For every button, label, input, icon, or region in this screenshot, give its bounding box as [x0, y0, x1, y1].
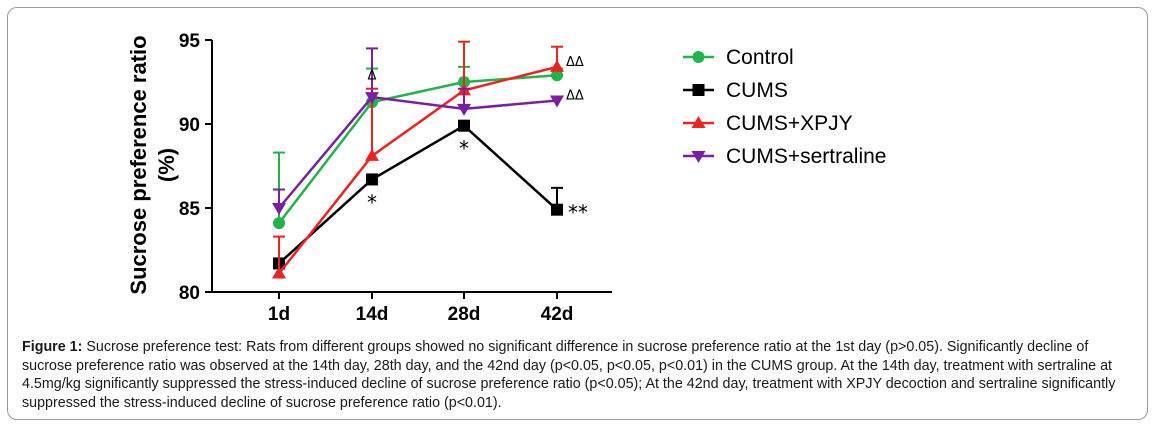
line-chart: Sucrose preference ratio (%) 80 85 90 95 1d 1…	[126, 31, 886, 325]
data-point	[551, 69, 563, 82]
y-tick-label: 90	[179, 115, 200, 136]
data-point	[273, 217, 285, 230]
x-tick-label: 1d	[268, 304, 290, 325]
series-cums-sertraline	[272, 47, 564, 215]
x-tick-label: 28d	[448, 304, 481, 325]
x-tick-label: 14d	[356, 304, 389, 325]
legend-item: Control	[683, 46, 794, 69]
series-layer	[272, 40, 564, 279]
y-axis-unit: (%)	[154, 148, 179, 182]
y-tick-label: 80	[179, 283, 200, 304]
significance-mark: *	[459, 137, 469, 161]
data-point	[550, 59, 564, 72]
legend-label: CUMS	[726, 79, 788, 102]
series-control	[273, 65, 563, 230]
y-tick-label: 95	[179, 31, 201, 52]
legend-marker	[692, 51, 705, 63]
data-point	[551, 203, 563, 216]
series-line	[278, 95, 558, 209]
legend-marker	[691, 151, 706, 163]
figure-caption: Figure 1: Sucrose preference test: Rats …	[22, 338, 1140, 412]
figure-frame	[7, 7, 1148, 420]
series-cums-xpjy	[272, 40, 564, 279]
significance-mark: **	[568, 201, 588, 225]
data-point	[458, 119, 470, 132]
significance-mark: ΔΔ	[566, 55, 584, 70]
x-tick-label: 42d	[541, 304, 574, 325]
series-line	[278, 74, 558, 224]
y-tick-label: 85	[179, 199, 201, 220]
legend-marker	[691, 116, 706, 128]
legend-label: CUMS+XPJY	[726, 112, 853, 135]
significance-mark: *	[367, 190, 377, 214]
series-line	[278, 65, 558, 275]
y-axis-label-group: Sucrose preference ratio (%)	[126, 35, 179, 294]
data-point	[272, 203, 286, 215]
series-line	[278, 124, 558, 265]
legend: Control CUMS CUMS+XPJY CUMS+sertraline	[683, 46, 886, 168]
legend-item: CUMS+XPJY	[683, 112, 853, 135]
data-point	[272, 266, 286, 279]
data-point	[366, 173, 378, 186]
axes: 80 85 90 95 1d 14d 28d 42d	[179, 31, 612, 325]
legend-marker	[692, 84, 705, 96]
data-point	[457, 103, 471, 116]
data-point	[365, 92, 379, 105]
series-cums	[273, 119, 563, 270]
legend-item: CUMS+sertraline	[683, 145, 886, 168]
legend-item: CUMS	[683, 79, 788, 102]
y-axis-label: Sucrose preference ratio	[126, 35, 151, 294]
data-point	[365, 148, 379, 161]
significance-mark: Δ	[368, 68, 377, 83]
data-point	[550, 95, 564, 108]
legend-label: CUMS+sertraline	[726, 145, 886, 168]
caption-text: Sucrose preference test: Rats from diffe…	[22, 339, 1116, 411]
significance-mark: ΔΔ	[566, 88, 584, 103]
caption-label: Figure 1:	[22, 339, 83, 355]
legend-label: Control	[726, 46, 794, 69]
